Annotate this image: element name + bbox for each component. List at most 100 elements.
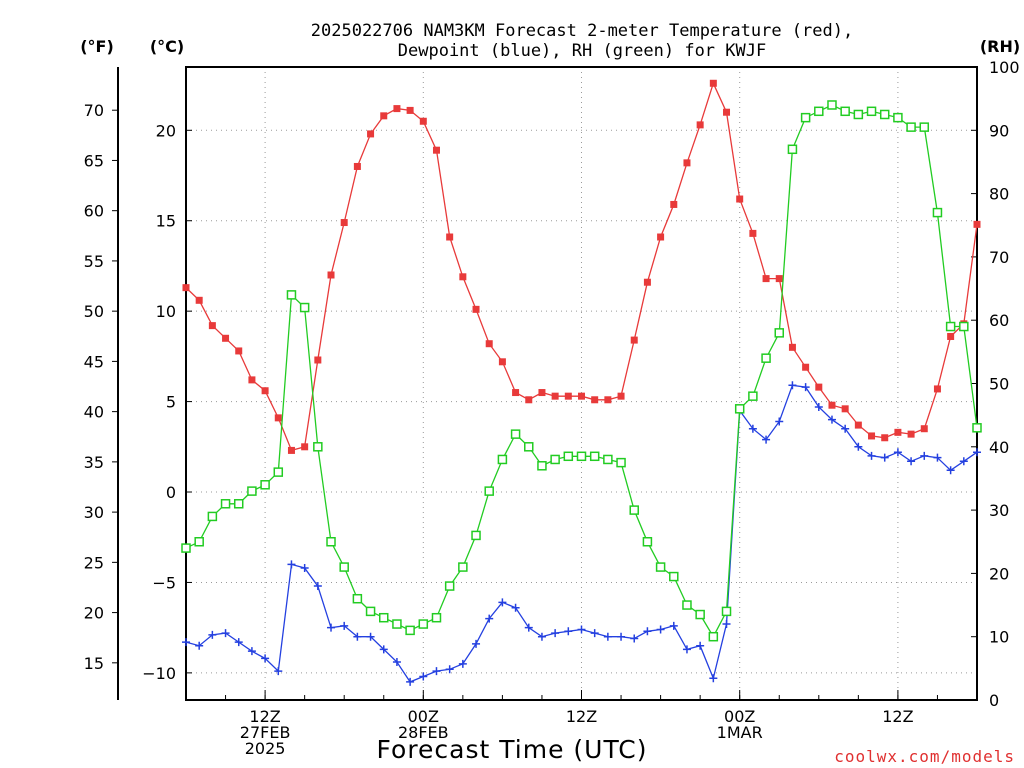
x-tick-label: 12Z: [566, 707, 597, 726]
fahrenheit-unit-label: (°F): [80, 37, 114, 56]
dewpoint-point: [590, 629, 599, 638]
rh-point: [919, 122, 930, 132]
x-tick-label: 00Z: [408, 707, 439, 726]
temperature-point: [723, 108, 731, 116]
rh-point: [431, 612, 442, 623]
grid: [186, 67, 977, 700]
rh-tick-label: 20: [989, 564, 1009, 583]
rh-point: [220, 499, 231, 509]
rh-point: [589, 451, 600, 462]
rh-point: [326, 537, 336, 547]
rh-point: [233, 499, 244, 509]
dewpoint-point: [682, 645, 691, 654]
rh-point: [840, 106, 850, 117]
temperature-point: [854, 421, 862, 429]
x-tick-label: 2025: [245, 739, 286, 758]
temperature-series: [182, 79, 981, 454]
rh-point: [708, 631, 719, 642]
dewpoint-point: [234, 638, 243, 647]
temperature-point: [683, 159, 691, 167]
dewpoint-point: [880, 453, 889, 462]
temperature-point: [261, 387, 269, 395]
rh-point: [405, 625, 415, 636]
dewpoint-point: [261, 654, 270, 663]
rh-point: [734, 404, 745, 414]
temperature-point: [920, 425, 928, 433]
dewpoint-point: [709, 674, 718, 683]
rh-point: [655, 562, 666, 572]
dewpoint-point: [524, 623, 533, 632]
temperature-point: [525, 396, 533, 404]
rh-point: [379, 612, 389, 623]
fahrenheit-tick-label: 25: [84, 553, 104, 572]
temperature-point: [208, 322, 216, 330]
rh-point: [273, 467, 284, 477]
fahrenheit-tick-label: 30: [84, 503, 104, 522]
rh-point: [814, 106, 824, 117]
dewpoint-point: [406, 677, 415, 686]
dewpoint-point: [208, 630, 217, 639]
rh-tick-label: 100: [989, 58, 1020, 77]
temperature-point: [802, 363, 810, 371]
fahrenheit-tick-label: 20: [84, 604, 104, 623]
dewpoint-point: [287, 560, 296, 569]
fahrenheit-tick-label: 15: [84, 654, 104, 673]
dewpoint-point: [366, 632, 375, 641]
rh-point: [748, 391, 758, 401]
temperature-point: [696, 121, 704, 129]
celsius-tick-label: 10: [156, 302, 176, 321]
dewpoint-point: [854, 442, 863, 451]
temperature-point: [736, 195, 744, 203]
rh-point: [945, 321, 956, 332]
temperature-point: [591, 396, 599, 404]
rh-point: [959, 321, 969, 332]
rh-point: [800, 112, 811, 123]
rh-point: [563, 451, 574, 462]
dewpoint-point: [458, 659, 467, 668]
rh-point: [761, 353, 771, 363]
dewpoint-point: [340, 621, 349, 630]
dewpoint-point: [748, 424, 757, 433]
rh-point: [629, 505, 639, 515]
rh-point: [207, 511, 218, 522]
rh-point: [194, 537, 204, 547]
series: [181, 79, 982, 686]
rh-tick-label: 0: [989, 691, 999, 710]
dewpoint-point: [643, 627, 652, 636]
rh-point: [669, 571, 679, 582]
rh-point: [695, 609, 705, 620]
fahrenheit-tick-label: 45: [84, 352, 104, 371]
fahrenheit-tick-label: 40: [84, 403, 104, 422]
rh-point: [299, 302, 310, 313]
rh-point: [444, 581, 455, 591]
rh-point: [972, 423, 982, 433]
dewpoint-point: [182, 638, 190, 647]
celsius-tick-label: 15: [156, 212, 176, 231]
dewpoint-point: [392, 658, 401, 667]
celsius-tick-label: −10: [142, 664, 176, 683]
dewpoint-point: [419, 672, 428, 681]
rh-point: [181, 543, 191, 553]
rh-series: [181, 100, 982, 642]
chart-title: 2025022706 NAM3KM Forecast 2-meter Tempe…: [311, 21, 853, 61]
rh-point: [616, 457, 626, 468]
temperature-point: [617, 392, 625, 400]
dewpoint-point: [841, 424, 850, 433]
rh-point: [484, 486, 494, 496]
temperature-point: [472, 305, 480, 313]
dewpoint-point: [801, 383, 810, 392]
temperature-point: [604, 396, 612, 404]
rh-point: [352, 593, 363, 604]
rh-point: [827, 100, 837, 110]
rh-point: [866, 106, 877, 117]
x-tick-label: 1MAR: [717, 723, 763, 742]
dewpoint-point: [933, 453, 942, 462]
celsius-tick-label: 5: [166, 393, 176, 412]
rh-tick-label: 60: [989, 311, 1009, 330]
temperature-point: [195, 296, 203, 304]
dewpoint-point: [946, 466, 955, 475]
temperature-point: [657, 233, 665, 241]
temperature-point: [393, 105, 401, 113]
temperature-point: [538, 389, 546, 397]
